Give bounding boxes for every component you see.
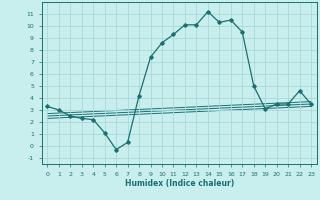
X-axis label: Humidex (Indice chaleur): Humidex (Indice chaleur) (124, 179, 234, 188)
